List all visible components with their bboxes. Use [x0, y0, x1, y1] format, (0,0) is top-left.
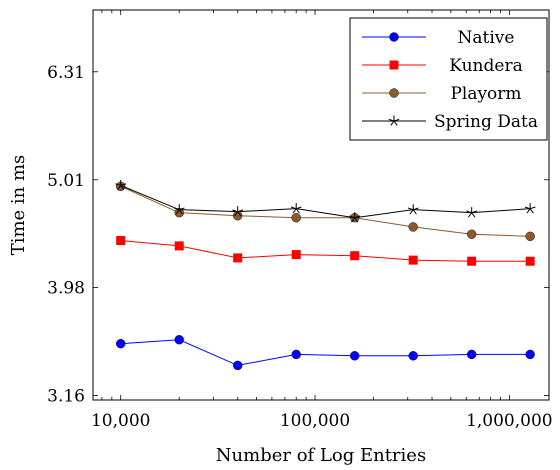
data-point-kundera [525, 256, 535, 266]
data-point-spring-data [466, 207, 478, 218]
data-point-native [349, 351, 360, 361]
series-line-kundera [120, 240, 531, 262]
data-point-kundera [291, 250, 301, 260]
series-kundera [116, 236, 535, 266]
x-axis: 10,000 100,000 1,000,000 [91, 10, 553, 431]
x-tick-label: 1,000,000 [466, 411, 553, 431]
data-point-kundera [174, 241, 184, 251]
legend-marker-native [389, 32, 399, 42]
data-point-native [291, 349, 301, 360]
data-point-spring-data [232, 206, 244, 217]
data-point-spring-data [524, 203, 536, 214]
plot-area [115, 179, 536, 371]
y-axis-title: Time in ms [8, 155, 29, 256]
legend-label-playorm: Playorm [450, 84, 521, 104]
series-line-spring-data [120, 184, 531, 219]
y-axis: 3.16 3.98 5.01 6.31 [47, 63, 549, 407]
data-point-native [174, 335, 184, 345]
data-point-native [233, 360, 243, 371]
data-point-spring-data [290, 203, 302, 214]
x-tick-label: 10,000 [91, 411, 150, 431]
x-tick-label: 100,000 [280, 411, 350, 431]
data-point-playorm [291, 213, 301, 223]
legend-box [349, 17, 548, 141]
y-tick-label: 3.98 [47, 279, 85, 299]
data-point-native [466, 349, 477, 360]
plot-frame [92, 9, 550, 401]
legend: Native Kundera Playorm Spring Data [349, 17, 548, 141]
data-point-spring-data [173, 204, 185, 215]
data-point-playorm [525, 231, 535, 242]
data-point-spring-data [407, 204, 419, 215]
series-native [116, 335, 535, 371]
legend-marker-spring-data [388, 115, 400, 126]
series-line-native [120, 339, 531, 366]
y-tick-label: 6.31 [47, 63, 85, 83]
series-spring-data [115, 179, 536, 223]
data-point-kundera [233, 253, 243, 263]
data-point-playorm [466, 229, 477, 239]
data-point-native [116, 338, 126, 349]
series-playorm [116, 181, 535, 242]
data-point-kundera [116, 236, 126, 246]
data-point-kundera [350, 251, 360, 261]
y-tick-label: 5.01 [47, 171, 85, 191]
data-point-kundera [408, 255, 418, 265]
data-point-native [525, 349, 535, 360]
data-point-native [408, 351, 418, 361]
legend-marker-playorm [389, 88, 399, 98]
series-line-playorm [120, 185, 531, 237]
y-tick-label: 3.16 [47, 387, 85, 407]
legend-label-spring-data: Spring Data [434, 112, 538, 132]
legend-label-native: Native [458, 28, 515, 48]
legend-label-kundera: Kundera [449, 56, 522, 76]
data-point-spring-data [115, 179, 127, 191]
data-point-kundera [467, 256, 477, 266]
legend-marker-kundera [389, 60, 399, 70]
data-point-playorm [408, 222, 418, 232]
x-axis-title: Number of Log Entries [216, 445, 426, 466]
data-point-spring-data [349, 212, 361, 223]
